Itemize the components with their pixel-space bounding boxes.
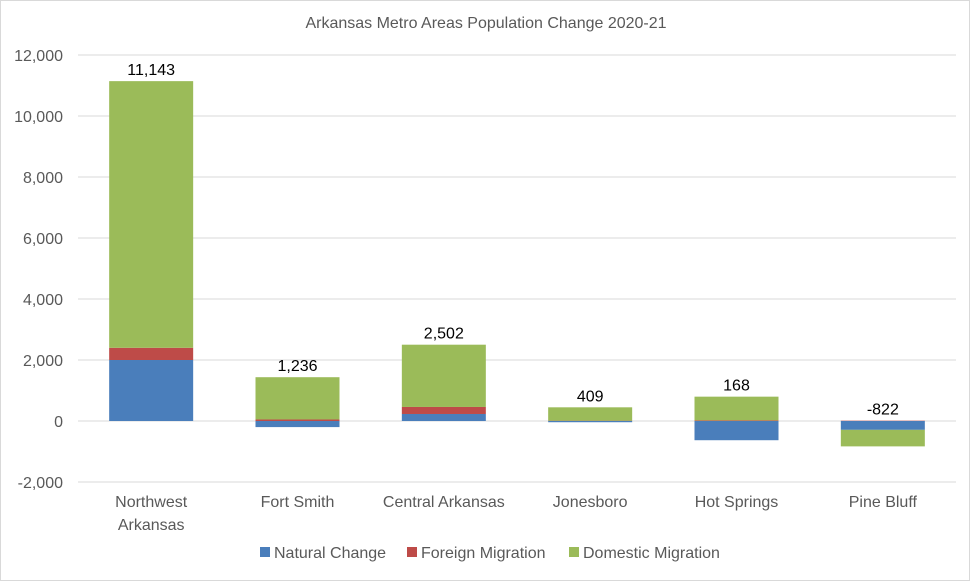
y-tick-label: 4,000 (23, 292, 63, 309)
total-label: -822 (867, 402, 899, 419)
bar-segment (695, 420, 779, 421)
bar-segment (695, 421, 779, 440)
total-label: 409 (577, 388, 604, 405)
legend-swatch (260, 547, 270, 557)
category-label: Jonesboro (553, 494, 628, 511)
bar-segment (695, 397, 779, 421)
gridlines (78, 55, 956, 482)
legend-label: Foreign Migration (421, 545, 546, 562)
total-label: 168 (723, 378, 750, 395)
y-axis-ticks: -2,000 0 2,000 4,000 6,000 8,000 10,000 12,000 (14, 48, 63, 492)
y-tick-label: 2,000 (23, 353, 63, 370)
total-label: 1,236 (277, 358, 317, 375)
legend-label: Natural Change (274, 545, 386, 562)
legend-swatch (569, 547, 579, 557)
bar-segment (841, 430, 925, 447)
bar-segment (109, 348, 193, 360)
bar-segment (256, 421, 340, 427)
bar-segment (109, 360, 193, 421)
y-tick-label: 8,000 (23, 170, 63, 187)
y-tick-label: 10,000 (14, 109, 63, 126)
bar-segment (548, 421, 632, 422)
bar-segment (402, 407, 486, 414)
bar-segment (109, 81, 193, 348)
chart-title: Arkansas Metro Areas Population Change 2… (305, 15, 666, 32)
bar-segment (548, 407, 632, 420)
legend-label: Domestic Migration (583, 545, 720, 562)
bar-segment (256, 419, 340, 421)
total-label: 11,143 (127, 62, 175, 79)
category-label: Fort Smith (261, 494, 335, 511)
legend: Natural Change Foreign Migration Domestic … (260, 545, 720, 562)
bar-segment (841, 421, 925, 430)
category-label: Hot Springs (695, 494, 779, 511)
bars (109, 81, 925, 446)
y-tick-label: 6,000 (23, 231, 63, 248)
y-tick-label: 12,000 (14, 48, 63, 65)
bar-segment (402, 414, 486, 421)
total-label: 2,502 (424, 326, 464, 343)
legend-swatch (407, 547, 417, 557)
category-label: Pine Bluff (849, 494, 918, 511)
bar-segment (256, 377, 340, 419)
y-tick-label: -2,000 (18, 475, 63, 492)
category-label: Central Arkansas (383, 494, 505, 511)
y-tick-label: 0 (54, 414, 63, 431)
bar-segment (402, 345, 486, 407)
